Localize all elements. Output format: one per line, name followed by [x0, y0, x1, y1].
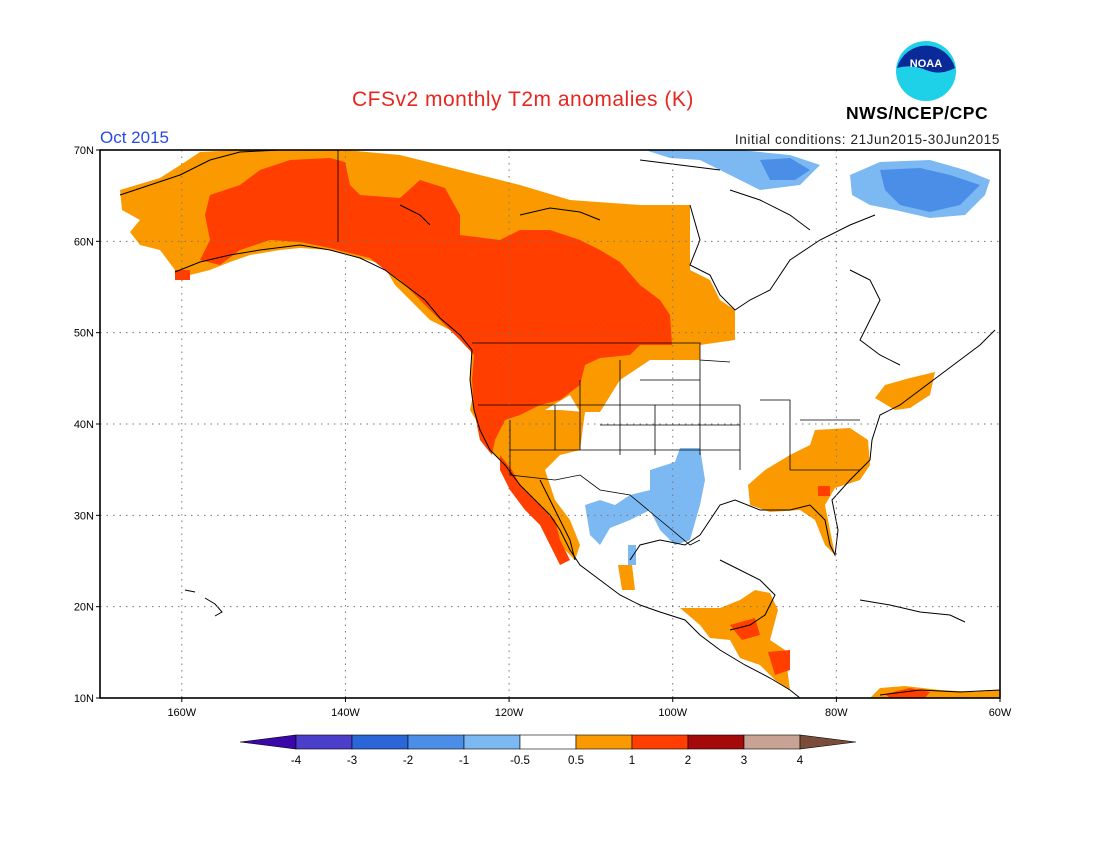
- lat-tick-30N: 30N: [74, 510, 94, 522]
- color-bar-segment-5: [519, 734, 577, 750]
- lat-tick-70N: 70N: [74, 145, 94, 157]
- color-bar-label: -0.5: [510, 755, 530, 767]
- political-borders: [337, 150, 860, 546]
- lon-tick-120W: 120W: [495, 707, 524, 719]
- color-bar-label: 4: [797, 755, 804, 767]
- color-bar-segment-1: [295, 734, 353, 750]
- initial-conditions: Initial conditions: 21Jun2015-30Jun2015: [734, 132, 1000, 147]
- lon-tick-60W: 60W: [989, 707, 1012, 719]
- anomaly-area-baja-hot: [500, 455, 570, 565]
- coastlines: [119, 149, 1001, 699]
- anomaly-area-ne-warm: [875, 372, 935, 410]
- lat-tick-40N: 40N: [74, 419, 94, 431]
- color-bar-segment-6: [575, 734, 633, 750]
- lat-tick-50N: 50N: [74, 328, 94, 340]
- lon-tick-100W: 100W: [658, 707, 687, 719]
- color-bar-segment-3: [407, 734, 465, 750]
- color-bar-label: 2: [685, 755, 691, 767]
- lon-tick-80W: 80W: [825, 707, 848, 719]
- anomaly-area-greenland-cold: [880, 168, 980, 212]
- lon-tick-160W: 160W: [167, 707, 196, 719]
- chart-title: CFSv2 monthly T2m anomalies (K): [352, 88, 694, 111]
- anomaly-area-southeast-hot: [818, 486, 830, 496]
- color-bar-segment-9: [743, 734, 801, 750]
- color-bar-label: 3: [741, 755, 747, 767]
- lat-tick-20N: 20N: [74, 602, 94, 614]
- anomaly-area-mexico-warm: [618, 565, 635, 590]
- color-bar: -4 -3 -2 -1 -0.5 0.5 1 2 3 4: [239, 734, 857, 767]
- color-bar-arrow-high: [799, 734, 857, 750]
- color-bar-label: 1: [629, 755, 635, 767]
- lat-tick-10N: 10N: [74, 693, 94, 705]
- anomaly-area-central-america-warm: [680, 590, 790, 690]
- agency-label: NWS/NCEP/CPC: [846, 103, 989, 123]
- anomaly-area-arctic-cold: [760, 158, 810, 180]
- noaa-logo: NOAA: [896, 41, 956, 101]
- longitude-labels: 160W 140W 120W 100W 80W 60W: [167, 698, 1012, 719]
- lon-tick-140W: 140W: [331, 707, 360, 719]
- color-bar-segment-2: [351, 734, 409, 750]
- color-bar-segment-8: [687, 734, 745, 750]
- color-bar-label: -2: [403, 755, 413, 767]
- color-bar-segment-4: [463, 734, 521, 750]
- anomaly-area-se-warm: [748, 428, 870, 555]
- color-bar-label: -1: [459, 755, 469, 767]
- anomaly-area-alaska-spot: [175, 270, 190, 280]
- color-bar-arrow-low: [239, 734, 297, 750]
- valid-month: Oct 2015: [100, 128, 169, 147]
- color-bar-label: -3: [347, 755, 357, 767]
- map-gridlines: [100, 150, 1000, 698]
- latitude-labels: 10N 20N 30N 40N 50N 60N 70N: [74, 145, 100, 705]
- color-bar-label: -4: [291, 755, 302, 767]
- color-bar-segment-7: [631, 734, 689, 750]
- noaa-logo-text: NOAA: [910, 58, 942, 70]
- anomaly-area-mexico-cool: [628, 545, 636, 565]
- color-bar-label: 0.5: [568, 755, 584, 767]
- anomaly-shading: [120, 150, 1000, 698]
- anomaly-area-central-america-hot: [730, 618, 790, 675]
- anomaly-area-texas-cool: [585, 448, 705, 545]
- lat-tick-60N: 60N: [74, 236, 94, 248]
- anomaly-area-alaska-hot: [200, 158, 672, 455]
